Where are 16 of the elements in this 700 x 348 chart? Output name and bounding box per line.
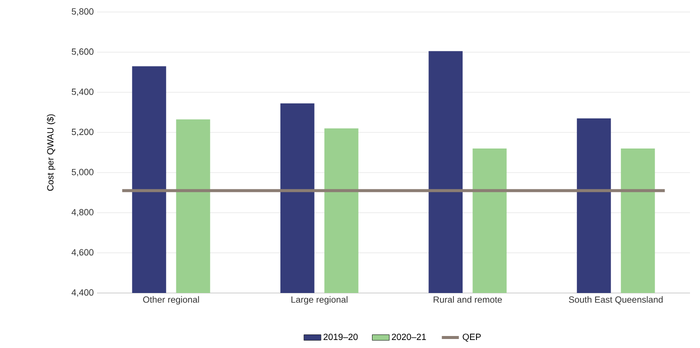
legend-label: 2019–20 <box>324 334 358 340</box>
y-tick-label: 4,600 <box>72 249 94 257</box>
y-tick-label: 5,800 <box>72 8 94 16</box>
y-tick-label: 5,000 <box>72 168 94 176</box>
x-tick-label: Rural and remote <box>434 296 502 303</box>
legend-label: 2020–21 <box>392 334 426 340</box>
x-tick-label: Large regional <box>291 296 348 305</box>
y-axis-title: Cost per QWAU ($) <box>46 114 56 191</box>
x-tick-label: South East Queensland <box>568 296 663 304</box>
y-tick-label: 5,600 <box>72 48 94 56</box>
y-tick-label: 4,800 <box>72 209 94 216</box>
y-tick-label: 5,400 <box>72 88 94 96</box>
y-tick-label: 4,400 <box>72 289 94 297</box>
x-tick-label: Other regional <box>143 296 199 305</box>
y-tick-label: 5,200 <box>72 128 94 136</box>
legend-label: QEP <box>462 334 481 342</box>
